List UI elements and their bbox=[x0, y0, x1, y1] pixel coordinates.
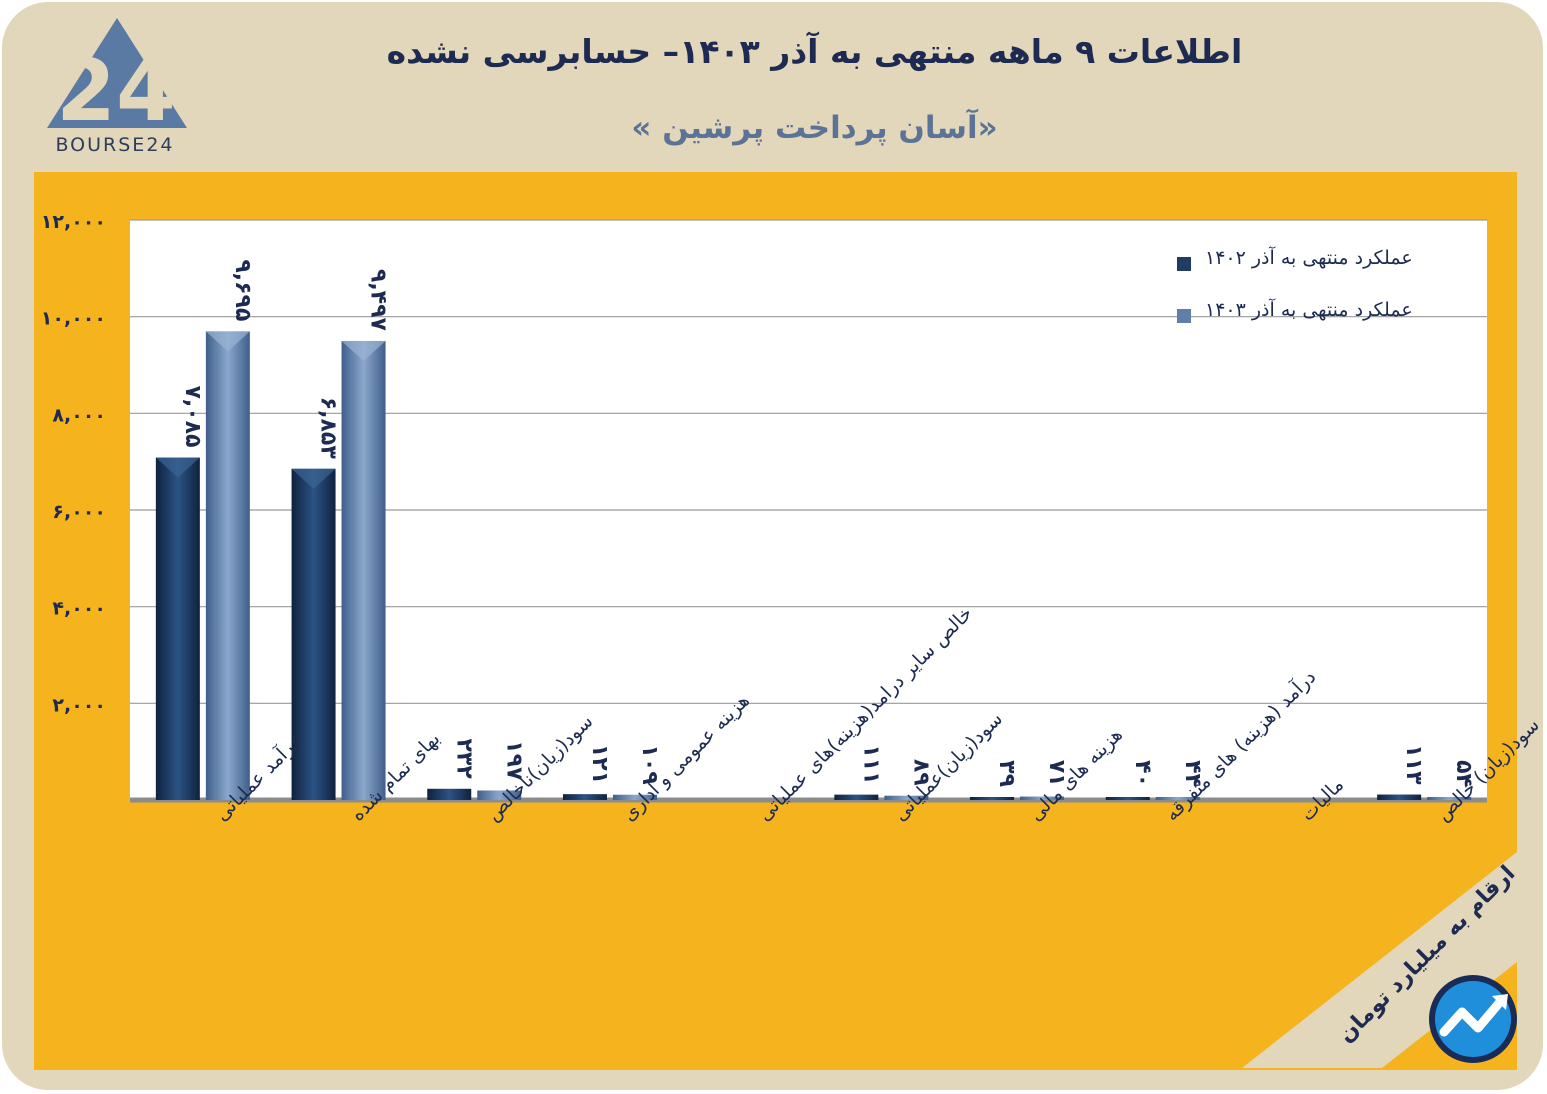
data-label: ۱۱۳ bbox=[1401, 744, 1426, 785]
bourse24-logo-icon: 24 bbox=[47, 18, 187, 141]
bar-cap bbox=[291, 468, 336, 489]
bar-1403 bbox=[1427, 797, 1472, 800]
data-label: ۹,۶۹۵ bbox=[230, 259, 255, 321]
y-tick-label: ۱۲,۰۰۰ bbox=[41, 211, 106, 233]
data-label: ۱۲۱ bbox=[587, 744, 612, 784]
bar-1403 bbox=[341, 340, 386, 800]
bar-1402 bbox=[834, 794, 879, 800]
data-label: ۲۳۲ bbox=[451, 738, 476, 779]
bar-1402 bbox=[562, 794, 607, 800]
bar-1402 bbox=[155, 457, 200, 800]
data-label: ۹,۴۹۷ bbox=[366, 269, 391, 332]
data-label: ۳۹ bbox=[994, 760, 1019, 787]
bar-cap bbox=[155, 457, 200, 478]
logo-text: BOURSE24 bbox=[55, 134, 175, 156]
bar-1402 bbox=[1105, 797, 1150, 800]
bar-1403 bbox=[612, 794, 657, 800]
bar-1402 bbox=[427, 788, 472, 800]
y-tick-label: ۲,۰۰۰ bbox=[52, 694, 106, 716]
trend-arrow-badge-icon bbox=[1429, 975, 1517, 1063]
legend-swatch-1402 bbox=[1177, 257, 1191, 271]
data-label: ۴۴ bbox=[1180, 760, 1205, 787]
data-label: ۵۴ bbox=[1451, 760, 1476, 787]
page-title: اطلاعات ۹ ماهه منتهی به آذر ۱۴۰۳– حسابرس… bbox=[386, 32, 1243, 71]
data-label: ۴۰ bbox=[1130, 760, 1155, 787]
bar-1403 bbox=[1020, 796, 1065, 800]
legend-swatch-1403 bbox=[1177, 309, 1191, 323]
bar-1403 bbox=[205, 331, 250, 800]
legend-label-1402: عملکرد منتهی به آذر ۱۴۰۲ bbox=[1205, 247, 1413, 269]
y-tick-label: ۱۰,۰۰۰ bbox=[41, 308, 106, 330]
bar-1402 bbox=[970, 797, 1015, 800]
y-tick-label: ۴,۰۰۰ bbox=[52, 598, 106, 620]
y-tick-label: ۸,۰۰۰ bbox=[52, 404, 106, 426]
bar-cap bbox=[341, 340, 386, 361]
company-subtitle: «آسان پرداخت پرشین » bbox=[631, 110, 998, 146]
bar-cap bbox=[205, 331, 250, 352]
svg-text:24: 24 bbox=[56, 41, 176, 141]
y-tick-label: ۶,۰۰۰ bbox=[52, 501, 106, 523]
data-label: ۸۹ bbox=[908, 759, 933, 786]
data-label: ۷,۰۸۵ bbox=[180, 385, 205, 447]
bar-1402 bbox=[291, 468, 336, 800]
data-label: ۱۱۱ bbox=[858, 744, 883, 784]
data-label: ۶,۸۵۳ bbox=[316, 397, 341, 460]
bar-1403 bbox=[884, 795, 929, 800]
data-label: ۱۰۹ bbox=[637, 744, 662, 784]
bar-1403 bbox=[1155, 797, 1200, 800]
legend-label-1403: عملکرد منتهی به آذر ۱۴۰۳ bbox=[1205, 299, 1413, 321]
data-label: ۱۹۷ bbox=[501, 740, 526, 781]
bar-1402 bbox=[1377, 794, 1422, 800]
data-label: ۷۱ bbox=[1044, 760, 1069, 787]
bar-1403 bbox=[477, 790, 522, 800]
